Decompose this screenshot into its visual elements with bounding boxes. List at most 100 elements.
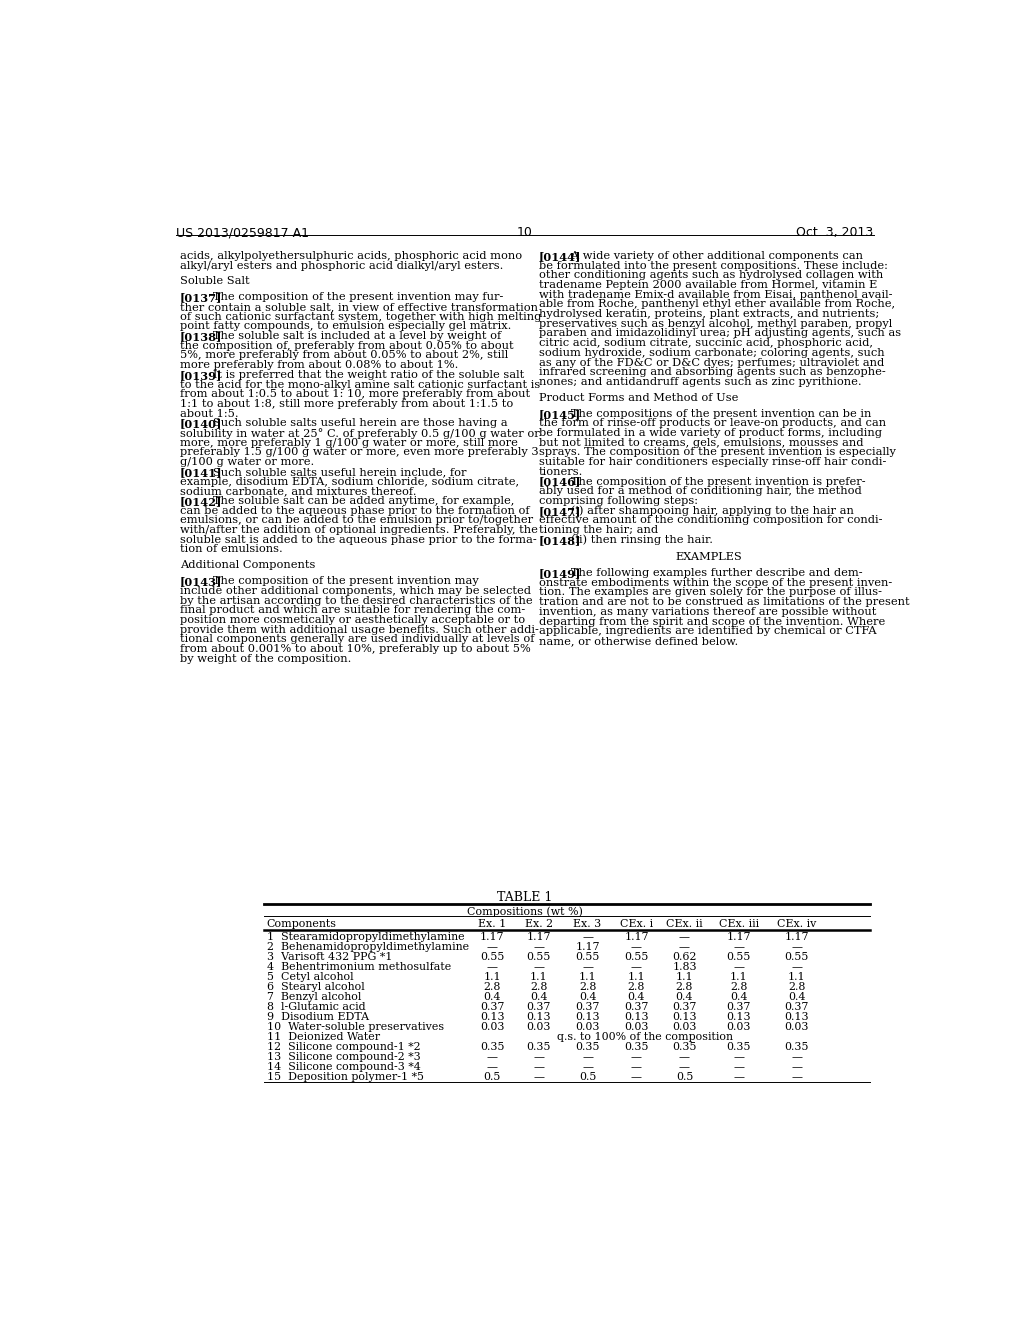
Text: 1.1: 1.1 [788, 973, 806, 982]
Text: 9  Disodium EDTA: 9 Disodium EDTA [266, 1012, 369, 1022]
Text: [0140]: [0140] [180, 418, 222, 429]
Text: solubility in water at 25° C. of preferably 0.5 g/100 g water or: solubility in water at 25° C. of prefera… [180, 428, 540, 440]
Text: invention, as many variations thereof are possible without: invention, as many variations thereof ar… [539, 607, 877, 616]
Text: CEx. ii: CEx. ii [667, 919, 702, 929]
Text: by the artisan according to the desired characteristics of the: by the artisan according to the desired … [180, 595, 532, 606]
Text: tration and are not to be construed as limitations of the present: tration and are not to be construed as l… [539, 597, 909, 607]
Text: [0145]: [0145] [539, 409, 581, 420]
Text: The composition of the present invention may fur-: The composition of the present invention… [202, 292, 503, 302]
Text: —: — [679, 942, 690, 952]
Text: (ii) then rinsing the hair.: (ii) then rinsing the hair. [560, 535, 714, 545]
Text: 0.37: 0.37 [625, 1002, 648, 1012]
Text: Such soluble salts useful herein are those having a: Such soluble salts useful herein are tho… [202, 418, 507, 429]
Text: —: — [733, 1052, 744, 1063]
Text: can be added to the aqueous phase prior to the formation of: can be added to the aqueous phase prior … [180, 506, 529, 516]
Text: [0146]: [0146] [539, 477, 582, 487]
Text: 0.4: 0.4 [483, 993, 501, 1002]
Text: 1.17: 1.17 [575, 942, 600, 952]
Text: 2.8: 2.8 [730, 982, 748, 993]
Text: 0.03: 0.03 [575, 1022, 600, 1032]
Text: paraben and imidazolidinyl urea; pH adjusting agents, such as: paraben and imidazolidinyl urea; pH adju… [539, 329, 901, 338]
Text: sprays. The composition of the present invention is especially: sprays. The composition of the present i… [539, 447, 896, 458]
Text: 0.13: 0.13 [624, 1012, 649, 1022]
Text: citric acid, sodium citrate, succinic acid, phosphoric acid,: citric acid, sodium citrate, succinic ac… [539, 338, 872, 348]
Text: to the acid for the mono-alkyl amine salt cationic surfactant is: to the acid for the mono-alkyl amine sal… [180, 380, 541, 389]
Text: —: — [792, 1052, 803, 1063]
Text: Soluble Salt: Soluble Salt [180, 276, 250, 286]
Text: sodium hydroxide, sodium carbonate; coloring agents, such: sodium hydroxide, sodium carbonate; colo… [539, 348, 885, 358]
Text: Compositions (wt %): Compositions (wt %) [467, 906, 583, 916]
Text: the form of rinse-off products or leave-on products, and can: the form of rinse-off products or leave-… [539, 418, 886, 429]
Text: —: — [679, 1063, 690, 1072]
Text: 0.55: 0.55 [575, 952, 600, 962]
Text: 0.55: 0.55 [526, 952, 551, 962]
Text: applicable, ingredients are identified by chemical or CTFA: applicable, ingredients are identified b… [539, 626, 877, 636]
Text: Oct. 3, 2013: Oct. 3, 2013 [797, 226, 873, 239]
Text: q.s. to 100% of the composition: q.s. to 100% of the composition [556, 1032, 732, 1043]
Text: tional components generally are used individually at levels of: tional components generally are used ind… [180, 635, 535, 644]
Text: 0.03: 0.03 [625, 1022, 648, 1032]
Text: 0.13: 0.13 [526, 1012, 551, 1022]
Text: [0147]: [0147] [539, 506, 582, 516]
Text: —: — [679, 932, 690, 942]
Text: —: — [582, 1063, 593, 1072]
Text: —: — [534, 1063, 544, 1072]
Text: 0.35: 0.35 [672, 1043, 696, 1052]
Text: 0.37: 0.37 [726, 1002, 751, 1012]
Text: g/100 g water or more.: g/100 g water or more. [180, 457, 314, 467]
Text: provide them with additional usage benefits. Such other addi-: provide them with additional usage benef… [180, 624, 539, 635]
Text: [0139]: [0139] [180, 370, 222, 381]
Text: from about 0.001% to about 10%, preferably up to about 5%: from about 0.001% to about 10%, preferab… [180, 644, 530, 655]
Text: hydrolysed keratin, proteins, plant extracts, and nutrients;: hydrolysed keratin, proteins, plant extr… [539, 309, 879, 319]
Text: 0.5: 0.5 [579, 1072, 596, 1082]
Text: 0.4: 0.4 [579, 993, 596, 1002]
Text: 0.35: 0.35 [575, 1043, 600, 1052]
Text: 15  Deposition polymer-1 *5: 15 Deposition polymer-1 *5 [266, 1072, 424, 1082]
Text: 14  Silicone compound-3 *4: 14 Silicone compound-3 *4 [266, 1063, 421, 1072]
Text: 0.5: 0.5 [676, 1072, 693, 1082]
Text: more preferably from about 0.08% to about 1%.: more preferably from about 0.08% to abou… [180, 360, 459, 370]
Text: effective amount of the conditioning composition for condi-: effective amount of the conditioning com… [539, 515, 883, 525]
Text: able from Roche, panthenyl ethyl ether available from Roche,: able from Roche, panthenyl ethyl ether a… [539, 300, 895, 309]
Text: —: — [534, 1072, 544, 1082]
Text: —: — [733, 1072, 744, 1082]
Text: 2.8: 2.8 [628, 982, 645, 993]
Text: nones; and antidandruff agents such as zinc pyrithione.: nones; and antidandruff agents such as z… [539, 378, 861, 387]
Text: (i) after shampooing hair, applying to the hair an: (i) after shampooing hair, applying to t… [560, 506, 854, 516]
Text: be formulated in a wide variety of product forms, including: be formulated in a wide variety of produ… [539, 428, 882, 438]
Text: —: — [733, 1063, 744, 1072]
Text: 11  Deionized Water: 11 Deionized Water [266, 1032, 380, 1043]
Text: Components: Components [266, 919, 337, 929]
Text: Product Forms and Method of Use: Product Forms and Method of Use [539, 393, 738, 403]
Text: Such soluble salts useful herein include, for: Such soluble salts useful herein include… [202, 467, 466, 477]
Text: 4  Behentrimonium methosulfate: 4 Behentrimonium methosulfate [266, 962, 451, 973]
Text: EXAMPLES: EXAMPLES [676, 552, 742, 562]
Text: the composition of, preferably from about 0.05% to about: the composition of, preferably from abou… [180, 341, 514, 351]
Text: Ex. 3: Ex. 3 [573, 919, 602, 929]
Text: as any of the FD&C or D&C dyes; perfumes; ultraviolet and: as any of the FD&C or D&C dyes; perfumes… [539, 358, 884, 367]
Text: [0142]: [0142] [180, 496, 222, 507]
Text: 0.35: 0.35 [726, 1043, 751, 1052]
Text: from about 1:0.5 to about 1: 10, more preferably from about: from about 1:0.5 to about 1: 10, more pr… [180, 389, 530, 399]
Text: soluble salt is added to the aqueous phase prior to the forma-: soluble salt is added to the aqueous pha… [180, 535, 537, 545]
Text: 0.55: 0.55 [625, 952, 648, 962]
Text: 0.13: 0.13 [480, 1012, 505, 1022]
Text: —: — [582, 932, 593, 942]
Text: —: — [582, 962, 593, 973]
Text: 0.37: 0.37 [575, 1002, 600, 1012]
Text: 0.03: 0.03 [672, 1022, 696, 1032]
Text: 1.1: 1.1 [579, 973, 596, 982]
Text: more, more preferably 1 g/100 g water or more, still more: more, more preferably 1 g/100 g water or… [180, 438, 518, 447]
Text: —: — [792, 1063, 803, 1072]
Text: 12  Silicone compound-1 *2: 12 Silicone compound-1 *2 [266, 1043, 420, 1052]
Text: [0141]: [0141] [180, 467, 222, 478]
Text: 1.17: 1.17 [480, 932, 505, 942]
Text: 0.13: 0.13 [672, 1012, 696, 1022]
Text: 2.8: 2.8 [676, 982, 693, 993]
Text: 1.17: 1.17 [784, 932, 809, 942]
Text: infrared screening and absorbing agents such as benzophe-: infrared screening and absorbing agents … [539, 367, 886, 378]
Text: CEx. iii: CEx. iii [719, 919, 759, 929]
Text: 2.8: 2.8 [530, 982, 548, 993]
Text: 0.03: 0.03 [480, 1022, 505, 1032]
Text: —: — [792, 962, 803, 973]
